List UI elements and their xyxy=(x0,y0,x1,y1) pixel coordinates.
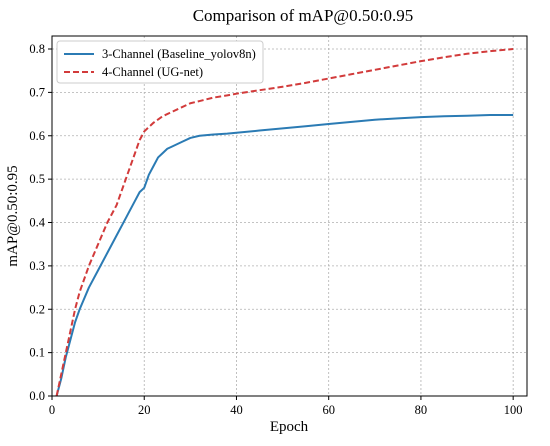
y-tick-label: 0.1 xyxy=(29,346,45,360)
y-tick-label: 0.0 xyxy=(29,389,45,403)
series-layer xyxy=(55,48,514,397)
legend: 3-Channel (Baseline_yolov8n) 4-Channel (… xyxy=(56,40,264,84)
plot-area xyxy=(52,36,527,396)
legend-label-baseline: 3-Channel (Baseline_yolov8n) xyxy=(102,47,256,61)
y-tick-label: 0.3 xyxy=(29,259,45,273)
axis-ticks: 0 20 40 60 80 100 0.0 0.1 0.2 0.3 0.4 0.5 0.6 0.7 0.8 xyxy=(29,42,522,417)
y-tick-label: 0.2 xyxy=(29,302,45,316)
y-tick-label: 0.8 xyxy=(29,42,45,56)
y-tick-label: 0.7 xyxy=(29,85,45,99)
y-tick-label: 0.5 xyxy=(29,172,45,186)
x-tick-label: 60 xyxy=(322,403,335,417)
series-line-baseline xyxy=(55,113,514,397)
y-axis-label: mAP@0.50:0.95 xyxy=(5,165,21,266)
legend-label-ug-net: 4-Channel (UG-net) xyxy=(102,65,203,79)
series-line-ug-net xyxy=(55,48,514,397)
chart-title: Comparison of mAP@0.50:0.95 xyxy=(193,6,414,25)
y-tick-label: 0.6 xyxy=(29,129,45,143)
x-tick-label: 80 xyxy=(415,403,428,417)
y-tick-label: 0.4 xyxy=(29,216,45,230)
plot-frame xyxy=(51,35,528,397)
x-tick-label: 20 xyxy=(138,403,151,417)
x-tick-label: 40 xyxy=(230,403,243,417)
x-tick-label: 0 xyxy=(49,403,55,417)
x-axis-label: Epoch xyxy=(270,419,309,435)
x-tick-label: 100 xyxy=(504,403,523,417)
legend-box xyxy=(56,40,264,84)
